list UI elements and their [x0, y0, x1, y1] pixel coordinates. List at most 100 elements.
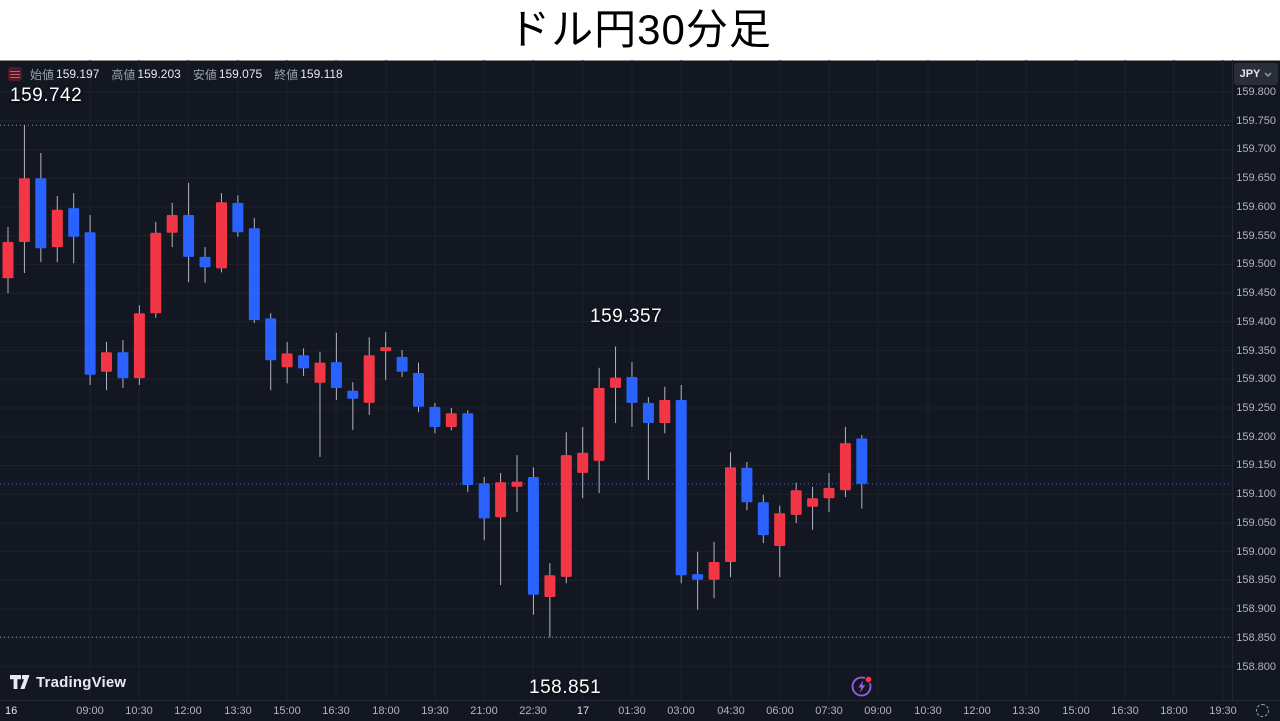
- candle: [462, 413, 474, 485]
- time-axis-label: 01:30: [618, 705, 646, 717]
- candle: [856, 438, 868, 484]
- low-label: 安値: [192, 67, 217, 82]
- symbol-menu-icon[interactable]: [8, 67, 22, 81]
- time-axis-label: 19:30: [1209, 705, 1237, 717]
- watermark-text: TradingView: [36, 673, 127, 691]
- candle: [429, 406, 441, 427]
- candle: [823, 487, 835, 499]
- candle: [117, 352, 129, 379]
- candle: [101, 352, 112, 372]
- price-axis-label: 159.150: [1236, 459, 1276, 471]
- timezone-settings-icon[interactable]: [1256, 704, 1269, 717]
- price-axis-label: 158.950: [1236, 574, 1276, 586]
- time-axis-label: 19:30: [421, 705, 449, 717]
- low-value: 159.075: [218, 67, 263, 81]
- price-axis-label: 159.000: [1236, 546, 1276, 558]
- price-axis-label: 159.500: [1236, 258, 1276, 270]
- candle: [725, 467, 736, 562]
- candle: [166, 215, 178, 233]
- candle: [199, 256, 211, 268]
- time-axis-label: 21:00: [470, 705, 498, 717]
- candle: [84, 232, 96, 375]
- high-label: 高値: [111, 67, 136, 82]
- candle: [659, 400, 671, 423]
- price-axis-label: 159.100: [1236, 488, 1276, 500]
- price-axis-label: 159.400: [1236, 316, 1276, 328]
- time-axis-label: 13:30: [1012, 705, 1040, 717]
- price-axis[interactable]: 159.800 159.750 159.700 159.650 159.600 159.5…: [1232, 60, 1280, 700]
- chevron-down-icon: [1264, 72, 1272, 77]
- candle: [593, 387, 605, 461]
- time-axis-label: 04:30: [717, 705, 745, 717]
- price-axis-label: 159.800: [1236, 86, 1276, 98]
- time-axis-label: 09:00: [76, 705, 104, 717]
- close-value: 159.118: [300, 67, 343, 81]
- candle: [265, 318, 277, 361]
- time-axis-label: 03:00: [667, 705, 695, 717]
- candle: [445, 413, 457, 427]
- price-axis-label: 159.050: [1236, 517, 1276, 529]
- high-value: 159.203: [137, 67, 181, 81]
- candle: [363, 355, 375, 403]
- candle: [544, 575, 556, 597]
- candle: [298, 355, 310, 369]
- candle: [330, 362, 342, 388]
- time-axis-label: 18:00: [1160, 705, 1188, 717]
- candle: [626, 377, 638, 403]
- candle: [610, 377, 621, 388]
- time-axis-label: 15:00: [273, 705, 301, 717]
- candle: [232, 202, 244, 233]
- time-axis-label: 17: [576, 705, 590, 717]
- candle: [675, 400, 687, 576]
- candle: [216, 202, 227, 269]
- price-axis-label: 159.300: [1236, 373, 1276, 385]
- candle: [577, 452, 589, 473]
- candle: [380, 347, 392, 352]
- candle: [511, 481, 523, 487]
- time-axis-label: 18:00: [372, 705, 400, 717]
- time-axis-label: 12:00: [174, 705, 202, 717]
- price-axis-label: 159.750: [1236, 115, 1276, 127]
- tradingview-watermark[interactable]: TradingView: [10, 672, 126, 692]
- candle: [692, 574, 704, 580]
- candle: [68, 208, 80, 237]
- candle: [790, 490, 802, 515]
- candle: [495, 482, 507, 518]
- candle: [757, 502, 769, 536]
- candle: [807, 498, 819, 507]
- candle: [183, 215, 195, 257]
- candle: [314, 362, 326, 383]
- plot-svg[interactable]: [0, 60, 1232, 700]
- price-axis-label: 159.350: [1236, 345, 1276, 357]
- candle: [248, 228, 260, 321]
- tradingview-logo-icon: [10, 675, 30, 689]
- currency-selector[interactable]: JPY: [1234, 63, 1278, 85]
- time-axis-label: 16:30: [1111, 705, 1139, 717]
- candle: [18, 178, 30, 242]
- price-axis-label: 159.650: [1236, 172, 1276, 184]
- candle: [396, 356, 408, 372]
- page-title: ドル円30分足: [0, 0, 1280, 61]
- open-value: 159.197: [56, 67, 100, 81]
- time-axis-label: 06:00: [766, 705, 794, 717]
- candle: [642, 402, 654, 423]
- candle: [133, 313, 145, 379]
- time-axis-label: 22:30: [519, 705, 547, 717]
- candle: [51, 209, 63, 248]
- time-axis-label: 07:30: [815, 705, 843, 717]
- time-axis[interactable]: 16 09:00 10:30 12:00 13:30 15:00 16:30 18:00 19:…: [0, 700, 1280, 721]
- candle: [413, 373, 424, 407]
- candle: [527, 477, 539, 595]
- currency-label: JPY: [1239, 68, 1261, 80]
- time-axis-label: 13:30: [224, 705, 252, 717]
- candle: [839, 443, 851, 491]
- open-label: 始値: [30, 67, 55, 82]
- candle: [35, 178, 47, 249]
- price-axis-label: 159.550: [1236, 230, 1276, 242]
- price-axis-label: 159.700: [1236, 143, 1276, 155]
- candle: [281, 353, 293, 368]
- candle: [150, 232, 162, 314]
- candle: [560, 455, 572, 577]
- flash-alert-icon[interactable]: [850, 674, 874, 698]
